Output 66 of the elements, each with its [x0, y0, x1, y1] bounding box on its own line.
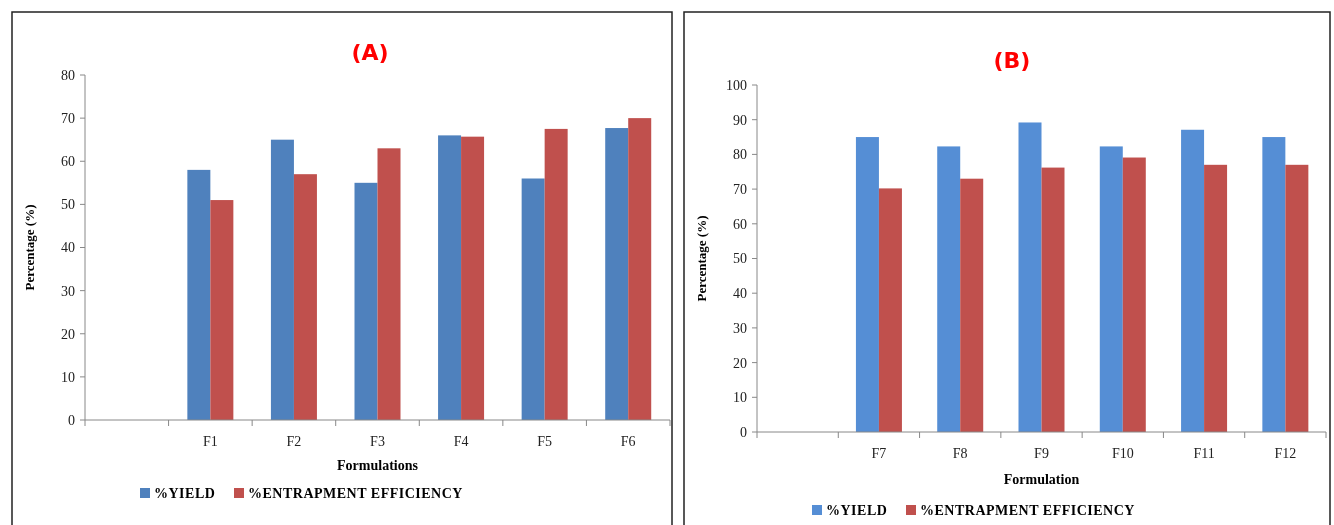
y-tick-label: 10 — [61, 369, 75, 385]
x-tick-label: F4 — [453, 434, 469, 449]
bar — [521, 178, 545, 420]
bar — [960, 178, 984, 432]
y-tick-label: 0 — [740, 424, 747, 440]
y-tick-label: 60 — [733, 216, 747, 232]
y-tick-label: 80 — [733, 147, 747, 163]
y-tick-label: 80 — [61, 67, 75, 83]
y-tick-label: 0 — [68, 412, 75, 428]
legend-label: %ENTRAPMENT EFFICIENCY — [920, 503, 1135, 518]
bar — [937, 146, 961, 432]
bar — [1041, 167, 1065, 432]
y-tick-label: 10 — [733, 390, 747, 406]
x-tick-label: F6 — [620, 434, 636, 449]
bar — [187, 169, 211, 420]
bar — [1181, 129, 1205, 432]
bar — [354, 182, 378, 420]
bar — [438, 135, 462, 420]
bar — [293, 174, 317, 420]
bar — [270, 139, 294, 420]
y-tick-label: 20 — [61, 326, 75, 342]
x-axis-title: Formulation — [1003, 472, 1080, 487]
x-tick-label: F7 — [871, 446, 887, 461]
bar — [878, 188, 902, 432]
legend-label: %ENTRAPMENT EFFICIENCY — [248, 486, 463, 501]
chart-title: (A) — [351, 40, 389, 65]
chart-title: (B) — [993, 48, 1031, 73]
x-tick-label: F9 — [1034, 446, 1049, 461]
x-axis-title: Formulations — [337, 458, 419, 473]
bar — [1099, 146, 1123, 432]
bar — [210, 200, 234, 420]
y-tick-label: 40 — [733, 286, 747, 302]
y-tick-label: 70 — [733, 182, 747, 197]
bar — [377, 148, 401, 420]
x-tick-label: F12 — [1274, 446, 1297, 461]
bar — [544, 128, 568, 420]
x-tick-label: F5 — [537, 434, 553, 449]
y-tick-label: 50 — [733, 251, 747, 267]
y-axis-title: Percentage (%) — [22, 204, 37, 291]
legend-label: %YIELD — [154, 486, 216, 501]
y-tick-label: 100 — [726, 77, 747, 93]
legend-label: %YIELD — [826, 503, 888, 518]
bar — [1204, 164, 1228, 432]
y-tick-label: 60 — [61, 154, 75, 170]
bar — [855, 137, 879, 432]
bar — [1285, 164, 1309, 432]
x-tick-label: F8 — [952, 446, 968, 461]
bar — [1262, 137, 1286, 432]
x-tick-label: F11 — [1193, 446, 1215, 461]
bar — [461, 136, 485, 420]
bar — [605, 128, 629, 420]
y-tick-label: 70 — [61, 111, 75, 127]
bar — [1122, 157, 1146, 432]
x-tick-label: F2 — [286, 434, 302, 449]
y-tick-label: 30 — [733, 320, 747, 336]
y-tick-label: 90 — [733, 112, 747, 128]
x-tick-label: F10 — [1111, 446, 1134, 461]
bar — [1018, 122, 1042, 432]
y-axis-title: Percentage (%) — [694, 215, 709, 302]
y-tick-label: 40 — [61, 240, 75, 256]
bar — [628, 118, 652, 420]
y-tick-label: 30 — [61, 283, 75, 299]
x-tick-label: F3 — [370, 434, 385, 449]
y-tick-label: 50 — [61, 197, 75, 213]
x-tick-label: F1 — [202, 434, 218, 449]
y-tick-label: 20 — [733, 355, 747, 371]
